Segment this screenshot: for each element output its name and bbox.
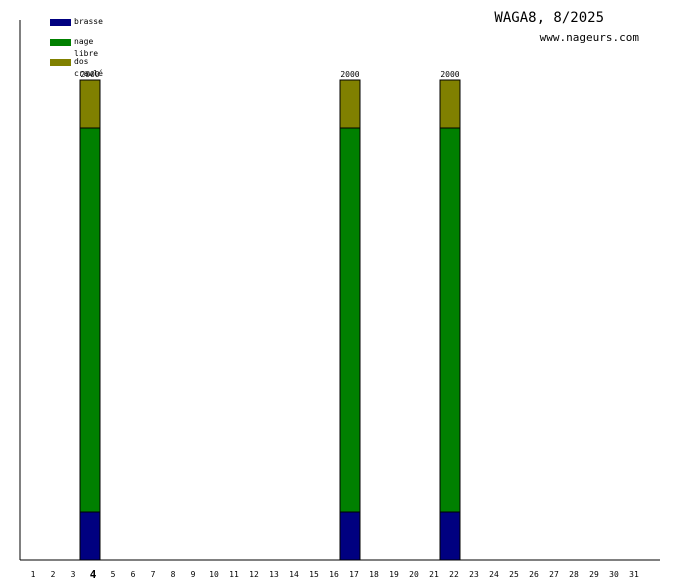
legend-swatch [50, 59, 71, 66]
x-tick-label-15: 15 [309, 570, 319, 579]
x-tick-label-21: 21 [429, 570, 439, 579]
legend-swatch [50, 19, 71, 26]
bars-group [79, 79, 461, 561]
bar-segment-brasse-day-22 [439, 511, 461, 561]
legend-label: nage libre [74, 37, 99, 58]
x-tick-label-22: 22 [449, 570, 459, 579]
x-tick-label-16: 16 [329, 570, 339, 579]
bar-segment-dos-crawlé-day-17 [339, 79, 361, 129]
x-tick-label-19: 19 [389, 570, 399, 579]
x-tick-label-7: 7 [151, 570, 156, 579]
bar-total-label: 2000 [80, 70, 99, 79]
x-tick-label-29: 29 [589, 570, 599, 579]
x-tick-label-1: 1 [31, 570, 36, 579]
bar-segment-nage-libre-day-4 [79, 127, 101, 513]
totals-group: 2000 2000 2000 [80, 70, 459, 79]
x-tick-label-24: 24 [489, 570, 499, 579]
bar-segment-nage-libre-day-22 [439, 127, 461, 513]
x-tick-label-26: 26 [529, 570, 539, 579]
x-tick-label-5: 5 [111, 570, 116, 579]
x-tick-label-18: 18 [369, 570, 379, 579]
x-tick-label-25: 25 [509, 570, 519, 579]
x-tick-label-6: 6 [131, 570, 136, 579]
legend-label: dos crawlé [74, 57, 103, 78]
x-tick-label-11: 11 [229, 570, 239, 579]
legend-label: brasse [74, 17, 103, 26]
bar-segment-brasse-day-4 [79, 511, 101, 561]
x-tick-label-3: 3 [71, 570, 76, 579]
x-tick-label-27: 27 [549, 570, 559, 579]
bar-total-label: 2000 [340, 70, 359, 79]
bar-segment-dos-crawlé-day-4 [79, 79, 101, 129]
x-tick-label-23: 23 [469, 570, 479, 579]
chart-subtitle: www.nageurs.com [539, 31, 639, 44]
x-tick-label-28: 28 [569, 570, 579, 579]
chart-title: WAGA8, 8/2025 [494, 10, 604, 26]
x-tick-label-2: 2 [51, 570, 56, 579]
x-tick-labels: 1 2 3 4 5 6 7 8 9 10 11 12 13 14 15 16 17 18 19 20 21 22 23 24 2… [31, 568, 639, 580]
bar-segment-brasse-day-17 [339, 511, 361, 561]
x-tick-label-30: 30 [609, 570, 619, 579]
legend-swatch [50, 39, 71, 46]
x-tick-label-17: 17 [349, 570, 359, 579]
x-tick-label-13: 13 [269, 570, 279, 579]
x-tick-label-10: 10 [209, 570, 219, 579]
bar-segment-dos-crawlé-day-22 [439, 79, 461, 129]
bar-total-label: 2000 [440, 70, 459, 79]
x-tick-label-20: 20 [409, 570, 419, 579]
x-tick-label-8: 8 [171, 570, 176, 579]
bar-segment-nage-libre-day-17 [339, 127, 361, 513]
x-tick-label-12: 12 [249, 570, 259, 579]
x-tick-label-9: 9 [191, 570, 196, 579]
x-tick-label-4: 4 [90, 568, 97, 580]
x-tick-label-31: 31 [629, 570, 639, 579]
x-tick-label-14: 14 [289, 570, 299, 579]
